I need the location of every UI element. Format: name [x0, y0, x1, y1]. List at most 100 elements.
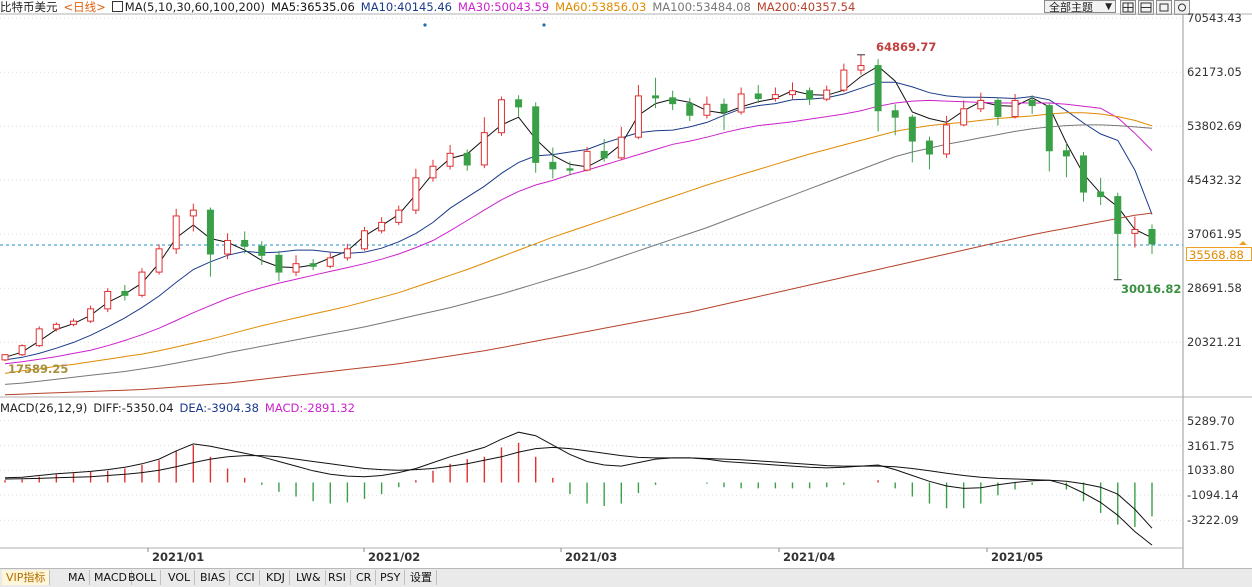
ma-value-3: MA60:53856.03 — [555, 0, 647, 14]
candle-body — [977, 99, 985, 110]
candle-body — [1097, 191, 1105, 198]
event-dot — [423, 23, 427, 27]
candle-body — [617, 136, 625, 159]
candle-body — [754, 93, 762, 99]
symbol-title: 比特币美元 — [0, 0, 58, 14]
low-price-label: 30016.82 — [1121, 282, 1182, 296]
price-tick-3: 45432.32 — [1187, 173, 1242, 188]
ma-line-ma200 — [4, 212, 1153, 396]
grid-layout-icon[interactable] — [1120, 0, 1136, 15]
date-tick-3: 2021/04 — [783, 550, 836, 564]
candle-body — [840, 69, 848, 91]
candle-body — [600, 150, 608, 159]
theme-select[interactable]: 全部主题 ▼ — [1044, 0, 1116, 14]
candle-body — [634, 95, 642, 138]
candle-body — [463, 152, 471, 166]
date-tick-4: 2021/05 — [991, 550, 1044, 564]
candle-body — [138, 271, 146, 296]
ma-line-ma100 — [4, 124, 1153, 385]
candle-body — [241, 239, 249, 247]
period-label[interactable]: <日线> — [63, 0, 106, 14]
candle-body — [806, 90, 814, 100]
candle-body — [326, 257, 334, 267]
macd-value: MACD:-2891.32 — [264, 401, 355, 415]
ma-values: MA5:36535.06 MA10:40145.46 MA30:50043.59 MA… — [271, 0, 861, 14]
ma-value-1: MA10:40145.46 — [360, 0, 452, 14]
candle-body — [874, 65, 882, 112]
candle-body — [378, 221, 386, 232]
price-tick-2: 53802.69 — [1187, 119, 1242, 134]
candle-body — [497, 99, 505, 134]
candle-body — [788, 90, 796, 96]
tab-3[interactable]: BOLL — [124, 570, 162, 585]
candle-body — [361, 230, 369, 250]
tab-7[interactable]: KDJ — [262, 570, 290, 585]
macd-name: MACD(26,12,9) — [0, 401, 88, 415]
candle-body — [532, 106, 540, 163]
candle-body — [669, 97, 677, 105]
candle-body — [652, 95, 660, 99]
event-dot — [542, 23, 546, 27]
candle-body — [258, 245, 266, 256]
candle-body — [515, 99, 523, 108]
candle-body — [292, 263, 300, 273]
tab-4[interactable]: VOL — [164, 570, 196, 585]
candle-body — [1114, 196, 1122, 234]
candle-body — [1062, 150, 1070, 157]
candle-body — [69, 320, 77, 325]
tab-8[interactable]: LW& — [292, 570, 326, 585]
candle-body — [35, 328, 43, 347]
candle-body — [1148, 228, 1156, 245]
candle-body — [823, 89, 831, 100]
tab-12[interactable]: 设置 — [406, 570, 437, 585]
candle-body — [395, 209, 403, 223]
chart-header: 比特币美元 <日线> MA(5,10,30,60,100,200) MA5:36535… — [0, 0, 867, 14]
candle-body — [429, 165, 437, 179]
maximize-icon[interactable] — [1156, 0, 1172, 15]
ma-line-ma60 — [4, 112, 1153, 374]
candle-body — [104, 290, 112, 310]
candle-body — [703, 103, 711, 116]
macd-line-dea — [4, 446, 1153, 529]
candle-body — [1028, 99, 1036, 107]
candle-body — [686, 103, 694, 116]
ma-line-ma30 — [4, 99, 1153, 365]
candle-body — [446, 152, 454, 167]
candle-body — [771, 94, 779, 99]
candle-body — [224, 239, 232, 255]
tab-0[interactable]: VIP指标 — [2, 570, 51, 585]
split-layout-icon[interactable] — [1138, 0, 1154, 15]
date-tick-0: 2021/01 — [152, 550, 205, 564]
ma-value-0: MA5:36535.06 — [270, 0, 355, 14]
candle-body — [737, 93, 745, 113]
candle-body — [343, 248, 351, 259]
tab-1[interactable]: MA — [64, 570, 91, 585]
theme-select-value: 全部主题 — [1049, 1, 1093, 14]
tab-6[interactable]: CCI — [232, 570, 260, 585]
candle-body — [309, 263, 317, 267]
candle-body — [1, 354, 9, 361]
tab-2[interactable]: MACD — [90, 570, 132, 585]
macd-line-diff — [4, 431, 1153, 546]
candle-body — [720, 103, 728, 113]
candle-body — [480, 132, 488, 166]
tab-5[interactable]: BIAS — [196, 570, 231, 585]
tab-11[interactable]: PSY — [376, 570, 406, 585]
macd-tick-3: -1094.14 — [1187, 488, 1239, 503]
price-tick-4: 37061.95 — [1187, 227, 1242, 242]
candle-body — [172, 215, 180, 250]
candle-body — [857, 65, 865, 71]
candle-body — [121, 290, 129, 296]
ma-value-4: MA100:53484.08 — [652, 0, 751, 14]
start-low-label: 17589.25 — [8, 362, 69, 376]
tab-10[interactable]: CR — [352, 570, 377, 585]
ma-value-5: MA200:40357.54 — [756, 0, 856, 14]
macd-tick-2: 1033.80 — [1187, 463, 1235, 478]
tab-9[interactable]: RSI — [324, 570, 351, 585]
settings-icon[interactable] — [1174, 0, 1190, 15]
ma-legend: MA(5,10,30,60,100,200) — [124, 0, 265, 14]
chevron-down-icon: ▼ — [1105, 2, 1112, 12]
candle-body — [960, 108, 968, 126]
date-tick-1: 2021/02 — [368, 550, 421, 564]
candle-body — [1131, 228, 1139, 234]
